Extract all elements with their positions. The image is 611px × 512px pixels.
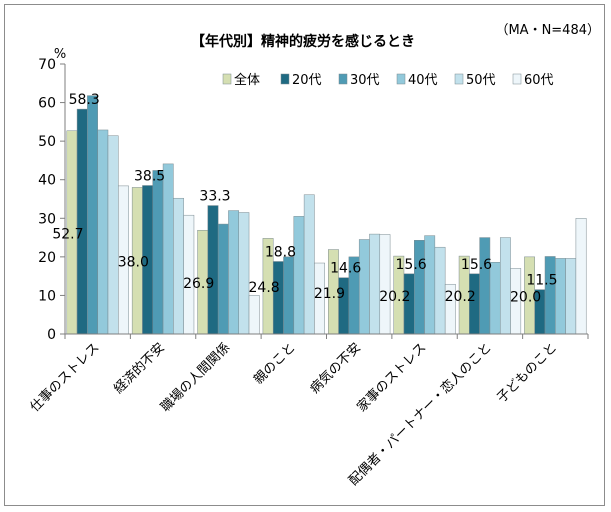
x-tick-label: 経済的不安: [111, 340, 168, 397]
bar-6-3: [414, 240, 425, 335]
bar-1-3: [87, 95, 98, 335]
bar-3-2: [207, 205, 219, 335]
legend-swatch: [396, 73, 406, 85]
data-label: 15.6: [396, 257, 427, 273]
bar-8-5: [565, 258, 577, 335]
data-label: 18.8: [265, 245, 296, 261]
bar-8-6: [575, 218, 587, 335]
legend-swatch: [512, 73, 522, 85]
bar-3-4: [228, 210, 239, 335]
bar-4-4: [293, 216, 305, 335]
data-label: 33.3: [199, 189, 230, 205]
bar-5-4: [358, 239, 370, 335]
x-tick-label: 子どものこと: [494, 340, 560, 406]
y-tick-label: 30: [38, 211, 56, 227]
legend-label: 20代: [292, 73, 322, 88]
data-label: 21.9: [314, 286, 345, 302]
bar-5-6: [379, 234, 391, 335]
bar-4-5: [303, 194, 315, 335]
legend-label: 60代: [524, 73, 554, 88]
legend-swatch: [338, 73, 348, 85]
x-tick-label: 家事のストレス: [354, 340, 430, 416]
bar-2-3: [152, 170, 164, 335]
y-axis-unit: %: [54, 47, 66, 62]
bar-1-4: [97, 129, 109, 335]
bars: [66, 95, 587, 335]
data-label: 24.8: [249, 280, 280, 296]
x-tick-label: 職場の人間関係: [158, 340, 233, 415]
bar-7-4: [489, 262, 501, 335]
y-tick-label: 0: [47, 327, 56, 343]
bar-3-6: [248, 295, 260, 335]
bar-6-5: [434, 246, 446, 335]
y-tick-label: 70: [38, 57, 56, 73]
bar-2-4: [162, 163, 174, 335]
bar-2-5: [173, 197, 184, 335]
data-label: 38.5: [134, 169, 165, 185]
data-label: 14.6: [330, 261, 361, 277]
bar-8-4: [555, 258, 566, 335]
bar-1-2: [76, 108, 88, 335]
data-label: 58.3: [69, 92, 100, 108]
data-label: 38.0: [118, 255, 149, 271]
y-tick-label: 50: [38, 134, 56, 150]
data-label: 15.6: [461, 257, 492, 273]
legend: 全体 20代 30代 40代 50代 60代: [222, 72, 554, 88]
bar-4-3: [283, 256, 295, 335]
bar-1-5: [107, 135, 119, 335]
bar-7-5: [499, 237, 511, 335]
legend-swatch: [222, 73, 232, 85]
data-labels: 52.7 58.3 38.0 38.5 26.9 33.3 24.8 18.8 21.9 14.6…: [52, 92, 557, 305]
bar-5-5: [369, 233, 381, 335]
data-label: 20.2: [445, 289, 476, 305]
data-label: 52.7: [52, 226, 83, 242]
data-label: 11.5: [526, 273, 557, 289]
legend-label: 50代: [466, 73, 496, 88]
x-tick-label: 病気の不安: [307, 340, 364, 397]
bar-3-5: [238, 212, 250, 335]
legend-swatch: [454, 73, 464, 85]
axes: [64, 64, 589, 339]
chart-title: 【年代別】精神的疲労を感じるとき: [191, 33, 415, 50]
bar-8-3: [544, 256, 556, 335]
y-axis-ticks: 0 10 20 30 40 50 60 70: [38, 57, 65, 343]
sample-size-note: （MA・N=484）: [495, 23, 600, 38]
data-label: 20.0: [510, 289, 541, 305]
legend-label: 30代: [350, 73, 380, 88]
x-tick-label: 仕事のストレス: [28, 340, 103, 415]
legend-label: 40代: [408, 73, 438, 88]
legend-swatch: [280, 73, 290, 85]
y-tick-label: 10: [38, 288, 56, 304]
y-tick-label: 60: [38, 96, 56, 112]
bar-7-3: [479, 237, 491, 335]
bar-2-6: [183, 214, 195, 335]
y-tick-label: 40: [38, 173, 56, 189]
bar-3-3: [217, 223, 229, 335]
bar-6-4: [424, 235, 436, 335]
x-tick-label: 親のこと: [251, 340, 298, 387]
y-tick-label: 20: [38, 250, 56, 266]
x-tick-label: 配偶者・パートナー・恋人のこと: [346, 340, 495, 489]
bar-4-2: [272, 261, 284, 335]
legend-label: 全体: [234, 72, 260, 88]
data-label: 20.2: [379, 289, 410, 305]
data-label: 26.9: [183, 276, 214, 292]
